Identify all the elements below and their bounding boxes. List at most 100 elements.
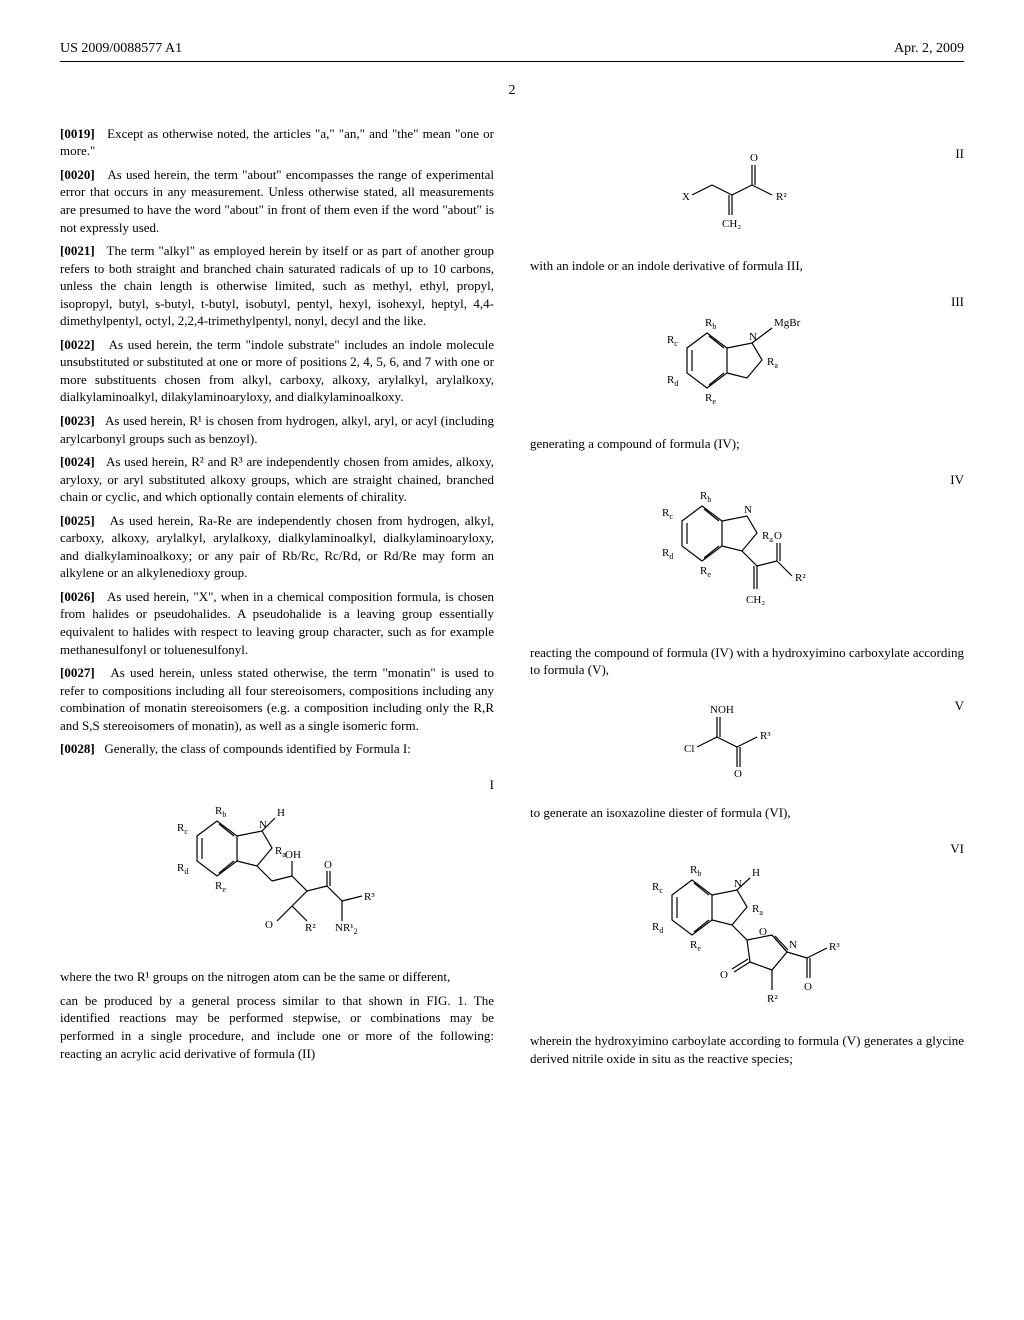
label-Ra: Ra [752, 903, 763, 917]
label-H: H [277, 807, 285, 819]
after-II: with an indole or an indole derivative o… [530, 257, 964, 275]
two-column-layout: [0019] Except as otherwise noted, the ar… [60, 125, 964, 1072]
label-H: H [752, 867, 760, 879]
label-X: X [682, 191, 690, 203]
label-O: O [750, 152, 758, 164]
formula-V: V NOH Cl R³ O [530, 697, 964, 787]
roman-label-IV: IV [950, 471, 964, 489]
para-text: As used herein, "X", when in a chemical … [60, 589, 494, 657]
label-Re: Re [690, 939, 701, 953]
para-0027: [0027] As used herein, unless stated oth… [60, 664, 494, 734]
para-text: As used herein, R² and R³ are independen… [60, 454, 494, 504]
label-O2: O [265, 919, 273, 931]
label-NOH: NOH [710, 704, 734, 716]
para-num: [0023] [60, 413, 95, 428]
page-header: US 2009/0088577 A1 Apr. 2, 2009 [60, 40, 964, 62]
label-R2: R² [795, 572, 806, 584]
para-text: As used herein, the term "about" encompa… [60, 167, 494, 235]
label-N: N [734, 878, 742, 890]
para-text: As used herein, R¹ is chosen from hydrog… [60, 413, 494, 446]
para-text: As used herein, the term "indole substra… [60, 337, 494, 405]
label-Re: Re [700, 565, 711, 579]
label-R3: R³ [829, 941, 840, 953]
label-Oring: O [759, 926, 767, 938]
after-IV: reacting the compound of formula (IV) wi… [530, 644, 964, 679]
formula-IV: IV Rb Rc [530, 471, 964, 626]
label-R3: R³ [760, 730, 771, 742]
after-formula-I-1: where the two R¹ groups on the nitrogen … [60, 968, 494, 986]
para-0024: [0024] As used herein, R² and R³ are ind… [60, 453, 494, 506]
label-Nring: N [789, 939, 797, 951]
label-Oeq: O [720, 969, 728, 981]
para-text: Generally, the class of compounds identi… [104, 741, 410, 756]
label-R2: R² [305, 922, 316, 934]
label-Cl: Cl [684, 743, 694, 755]
para-0021: [0021] The term "alkyl" as employed here… [60, 242, 494, 330]
label-Rb: Rb [705, 317, 716, 331]
para-num: [0028] [60, 741, 95, 756]
label-O: O [734, 768, 742, 780]
para-text: As used herein, Ra-Re are independently … [60, 513, 494, 581]
formula-II: II X O R² CH₂ [530, 145, 964, 240]
right-column: II X O R² CH₂ [530, 125, 964, 1072]
roman-label-II: II [955, 145, 964, 163]
label-R3: R³ [364, 891, 375, 903]
para-0025: [0025] As used herein, Ra-Re are indepen… [60, 512, 494, 582]
formula-III: III Rb Rc Rd Re N MgBr Ra [530, 293, 964, 418]
label-Rc: Rc [652, 881, 663, 895]
para-0020: [0020] As used herein, the term "about" … [60, 166, 494, 236]
para-num: [0025] [60, 513, 95, 528]
publication-date: Apr. 2, 2009 [894, 40, 964, 59]
para-num: [0026] [60, 589, 95, 604]
formula-VI: VI [530, 840, 964, 1015]
label-CH2: CH₂ [722, 218, 741, 230]
label-OH: OH [285, 849, 301, 861]
label-O: O [324, 859, 332, 871]
after-V: to generate an isoxazoline diester of fo… [530, 804, 964, 822]
label-R2: R² [776, 191, 787, 203]
para-text: The term "alkyl" as employed herein by i… [60, 243, 494, 328]
para-0022: [0022] As used herein, the term "indole … [60, 336, 494, 406]
label-Rd: Rd [177, 862, 188, 876]
roman-label-III: III [951, 293, 964, 311]
para-num: [0020] [60, 167, 95, 182]
label-Re: Re [705, 392, 716, 406]
label-Ra: Ra [767, 356, 778, 370]
after-formula-I-2: can be produced by a general process sim… [60, 992, 494, 1062]
chem-structure-IV-svg: Rb Rc Rd Re N Ra O R² CH₂ [642, 471, 852, 621]
label-R2: R² [767, 993, 778, 1005]
label-Rd: Rd [652, 921, 663, 935]
label-NR12: NR¹2 [335, 922, 358, 936]
para-0023: [0023] As used herein, R¹ is chosen from… [60, 412, 494, 447]
label-Ocarb: O [804, 981, 812, 993]
label-N: N [744, 504, 752, 516]
label-N: N [749, 331, 757, 343]
para-text: Except as otherwise noted, the articles … [60, 126, 494, 159]
para-0026: [0026] As used herein, "X", when in a ch… [60, 588, 494, 658]
roman-label-V: V [955, 697, 964, 715]
chem-structure-VI-svg: Rb Rc Rd Re N H Ra O N O R² O R³ [632, 840, 862, 1010]
label-N: N [259, 819, 267, 831]
chem-structure-I-svg: Rb Rc Rd Re N H Ra OH O R³ O R² NR¹2 [157, 776, 397, 946]
label-Rb: Rb [215, 805, 226, 819]
after-III: generating a compound of formula (IV); [530, 435, 964, 453]
after-VI: wherein the hydroxyimino carboylate acco… [530, 1032, 964, 1067]
label-MgBr: MgBr [774, 317, 801, 329]
chem-structure-V-svg: NOH Cl R³ O [672, 697, 822, 782]
para-num: [0021] [60, 243, 95, 258]
label-Rb: Rb [690, 864, 701, 878]
page-number: 2 [60, 82, 964, 101]
label-Rc: Rc [177, 822, 188, 836]
label-Rd: Rd [667, 374, 678, 388]
label-Rb: Rb [700, 490, 711, 504]
label-Re: Re [215, 880, 226, 894]
para-text: As used herein, unless stated otherwise,… [60, 665, 494, 733]
formula-I: I [60, 776, 494, 951]
para-num: [0024] [60, 454, 95, 469]
para-0019: [0019] Except as otherwise noted, the ar… [60, 125, 494, 160]
chem-structure-II-svg: X O R² CH₂ [672, 145, 822, 235]
para-num: [0022] [60, 337, 95, 352]
chem-structure-III-svg: Rb Rc Rd Re N MgBr Ra [647, 293, 847, 413]
label-O: O [774, 530, 782, 542]
para-num: [0019] [60, 126, 95, 141]
